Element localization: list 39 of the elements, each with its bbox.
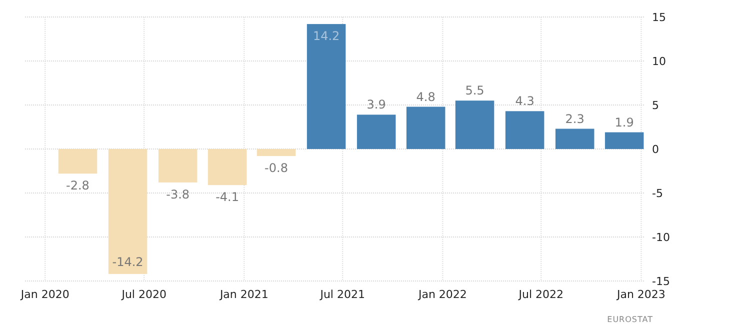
- x-tick-label: Jan 2020: [20, 288, 70, 301]
- data-label: 14.2: [312, 29, 340, 44]
- x-tick-label: Jan 2023: [616, 288, 666, 301]
- data-label: -3.8: [166, 187, 190, 202]
- data-label: -2.8: [66, 178, 90, 193]
- text: EUROSTAT: [607, 315, 653, 324]
- data-label: -0.8: [264, 161, 288, 176]
- bar: [356, 114, 396, 149]
- bar: [406, 106, 446, 149]
- data-label: 1.9: [614, 115, 634, 130]
- bar: [256, 149, 296, 156]
- x-tick-label: Jan 2021: [218, 288, 268, 301]
- x-tick-label: Jul 2020: [120, 288, 166, 301]
- bar: [208, 149, 247, 186]
- data-label: 5.5: [465, 84, 484, 98]
- x-tick-label: Jan 2022: [417, 288, 467, 301]
- x-tick-label: Jul 2021: [319, 288, 365, 301]
- y-tick-label: -5: [652, 187, 663, 200]
- data-label: -14.2: [112, 254, 144, 269]
- bar: [306, 24, 346, 149]
- x-tick-label: Jul 2022: [518, 288, 564, 301]
- data-label: -4.1: [216, 190, 240, 204]
- data-label: 2.3: [565, 112, 584, 126]
- y-tick-label: 15: [652, 11, 666, 24]
- bar: [604, 132, 644, 149]
- y-tick-label: 0: [652, 143, 659, 156]
- bar: [505, 111, 544, 149]
- y-tick-label: -15: [652, 275, 670, 288]
- data-label: 3.9: [366, 98, 386, 112]
- bar: [58, 149, 98, 174]
- y-tick-label: 5: [652, 99, 659, 112]
- data-label: 4.3: [515, 94, 534, 108]
- bar: [555, 128, 594, 149]
- bar: [108, 149, 148, 274]
- bar: [158, 149, 198, 182]
- data-label: 4.8: [416, 90, 436, 104]
- y-tick-label: 10: [652, 55, 666, 68]
- bar: [455, 100, 494, 149]
- y-tick-label: -10: [652, 231, 670, 244]
